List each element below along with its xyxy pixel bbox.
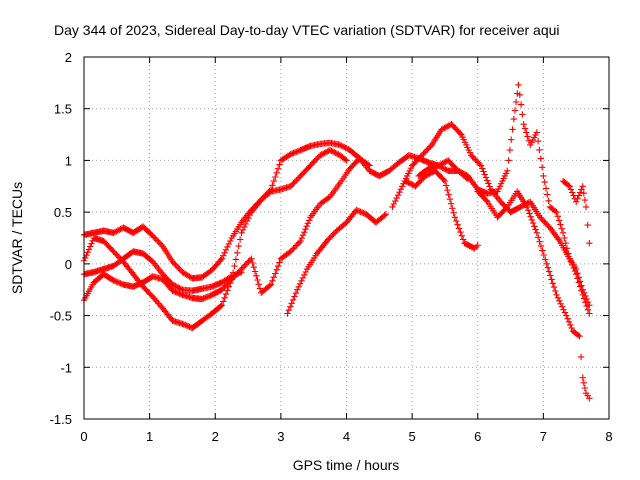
y-tick-label: -1 (60, 360, 72, 375)
series-markers (80, 139, 373, 332)
y-tick-label: -1.5 (50, 412, 72, 427)
y-tick-label: 1.5 (54, 102, 72, 117)
y-tick-label: -0.5 (50, 309, 72, 324)
series-sat-h (415, 81, 593, 309)
y-tick-label: 0.5 (54, 205, 72, 220)
series-sat-b (80, 139, 373, 332)
x-tick-label: 1 (146, 429, 153, 444)
x-tick-label: 0 (80, 429, 87, 444)
data-series (80, 81, 593, 402)
series-markers (284, 206, 390, 317)
series-sat-g (402, 167, 481, 252)
grid (84, 57, 609, 419)
x-tick-label: 6 (474, 429, 481, 444)
series-markers (389, 121, 593, 317)
series-markers (415, 81, 593, 309)
series-sat-j (559, 177, 593, 247)
x-tick-label: 5 (409, 429, 416, 444)
x-tick-label: 8 (605, 429, 612, 444)
plot-frame (83, 56, 610, 420)
y-axis-label: SDTVAR / TECUs (9, 182, 25, 294)
series-sat-i (474, 188, 593, 402)
axis-ticks: 0 1 2 3 4 5 6 7 8 -1.5 -1 -0.5 0 0.5 1 1.5 2 (50, 50, 613, 444)
y-tick-label: 2 (65, 50, 72, 65)
series-sat-d (80, 248, 245, 294)
x-tick-label: 4 (343, 429, 350, 444)
series-sat-f (389, 121, 593, 317)
y-tick-label: 1 (65, 153, 72, 168)
y-tick-label: 0 (65, 257, 72, 272)
series-markers (474, 188, 593, 402)
series-markers (80, 248, 245, 294)
x-axis-label: GPS time / hours (293, 457, 400, 473)
x-tick-label: 3 (277, 429, 284, 444)
x-tick-label: 2 (212, 429, 219, 444)
series-sat-e (284, 206, 390, 317)
chart-title: Day 344 of 2023, Sidereal Day-to-day VTE… (54, 22, 560, 38)
x-tick-label: 7 (540, 429, 547, 444)
